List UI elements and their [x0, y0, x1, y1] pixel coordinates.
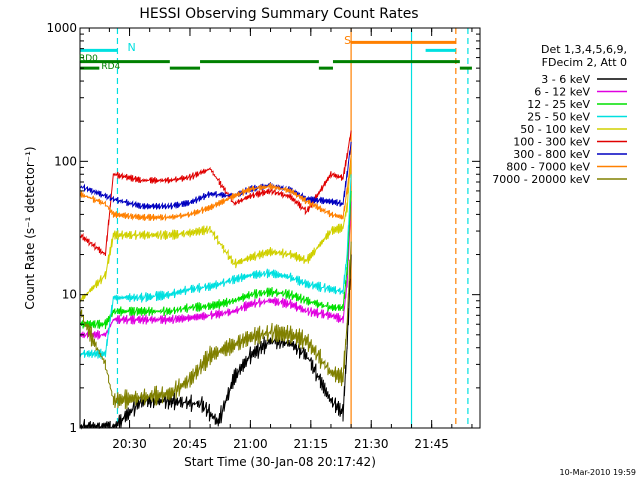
annotation-1: S — [344, 34, 351, 47]
legend-label-2: 12 - 25 keV — [527, 98, 590, 111]
legend-label-1: 6 - 12 keV — [534, 86, 590, 99]
x-tick-label-1: 20:45 — [173, 437, 208, 451]
annotation-3: RD4 — [101, 62, 120, 72]
y-tick-label-0: 1 — [69, 421, 77, 435]
legend-label-3: 25 - 50 keV — [527, 111, 590, 124]
legend-label-8: 7000 - 20000 keV — [492, 173, 590, 186]
x-axis-label: Start Time (30-Jan-08 20:17:42) — [184, 455, 376, 469]
series-line-7 — [79, 155, 352, 222]
series-0-trace — [79, 254, 352, 430]
legend-header-line-2: FDecim 2, Att 0 — [542, 56, 627, 69]
series-8-trace — [79, 241, 352, 410]
series-6-trace — [79, 141, 352, 210]
series-4-trace — [79, 155, 352, 303]
series-1-trace — [79, 201, 352, 340]
legend: Det 1,3,4,5,6,9, FDecim 2, Att 0 3 - 6 k… — [492, 43, 627, 186]
x-tick-label-5: 21:45 — [414, 437, 449, 451]
datestamp: 10-Mar-2010 19:59 — [560, 468, 637, 477]
series-5-trace — [79, 130, 352, 257]
y-tick-label-2: 100 — [54, 154, 77, 168]
y-tick-label-3: 1000 — [46, 21, 77, 35]
legend-label-6: 300 - 800 keV — [513, 148, 590, 161]
series-3-trace — [79, 174, 352, 359]
chart-title: HESSI Observing Summary Count Rates — [139, 6, 418, 22]
series-line-0 — [79, 254, 352, 430]
series-7-trace — [79, 155, 352, 222]
flag-bars — [80, 40, 472, 70]
y-tick-label-1: 10 — [62, 288, 77, 302]
axis-ticks: 20:30 20:45 21:00 21:15 21:30 21:45 1 10 100 1000 — [46, 21, 480, 451]
time-markers — [116, 28, 469, 428]
annotation-0: N — [127, 41, 135, 54]
series-2-trace — [79, 190, 352, 330]
series-line-2 — [79, 190, 352, 330]
series-line-3 — [79, 174, 352, 359]
series-line-5 — [79, 130, 352, 257]
x-tick-label-4: 21:30 — [354, 437, 389, 451]
plot-frame — [79, 27, 481, 429]
series-line-8 — [79, 241, 352, 410]
annotation-2: RD0 — [79, 54, 98, 64]
legend-label-0: 3 - 6 keV — [541, 73, 590, 86]
x-tick-label-3: 21:15 — [294, 437, 329, 451]
x-tick-label-0: 20:30 — [112, 437, 147, 451]
legend-label-4: 50 - 100 keV — [520, 123, 590, 136]
series-line-6 — [79, 141, 352, 210]
legend-label-7: 800 - 7000 keV — [506, 161, 590, 174]
x-tick-label-2: 21:00 — [233, 437, 268, 451]
series-layer — [79, 130, 352, 430]
series-line-4 — [79, 155, 352, 303]
series-line-1 — [79, 201, 352, 340]
legend-header-line-1: Det 1,3,4,5,6,9, — [541, 43, 627, 56]
y-axis-label: Count Rate (s⁻¹ detector⁻¹) — [23, 146, 37, 309]
legend-label-5: 100 - 300 keV — [513, 136, 590, 149]
